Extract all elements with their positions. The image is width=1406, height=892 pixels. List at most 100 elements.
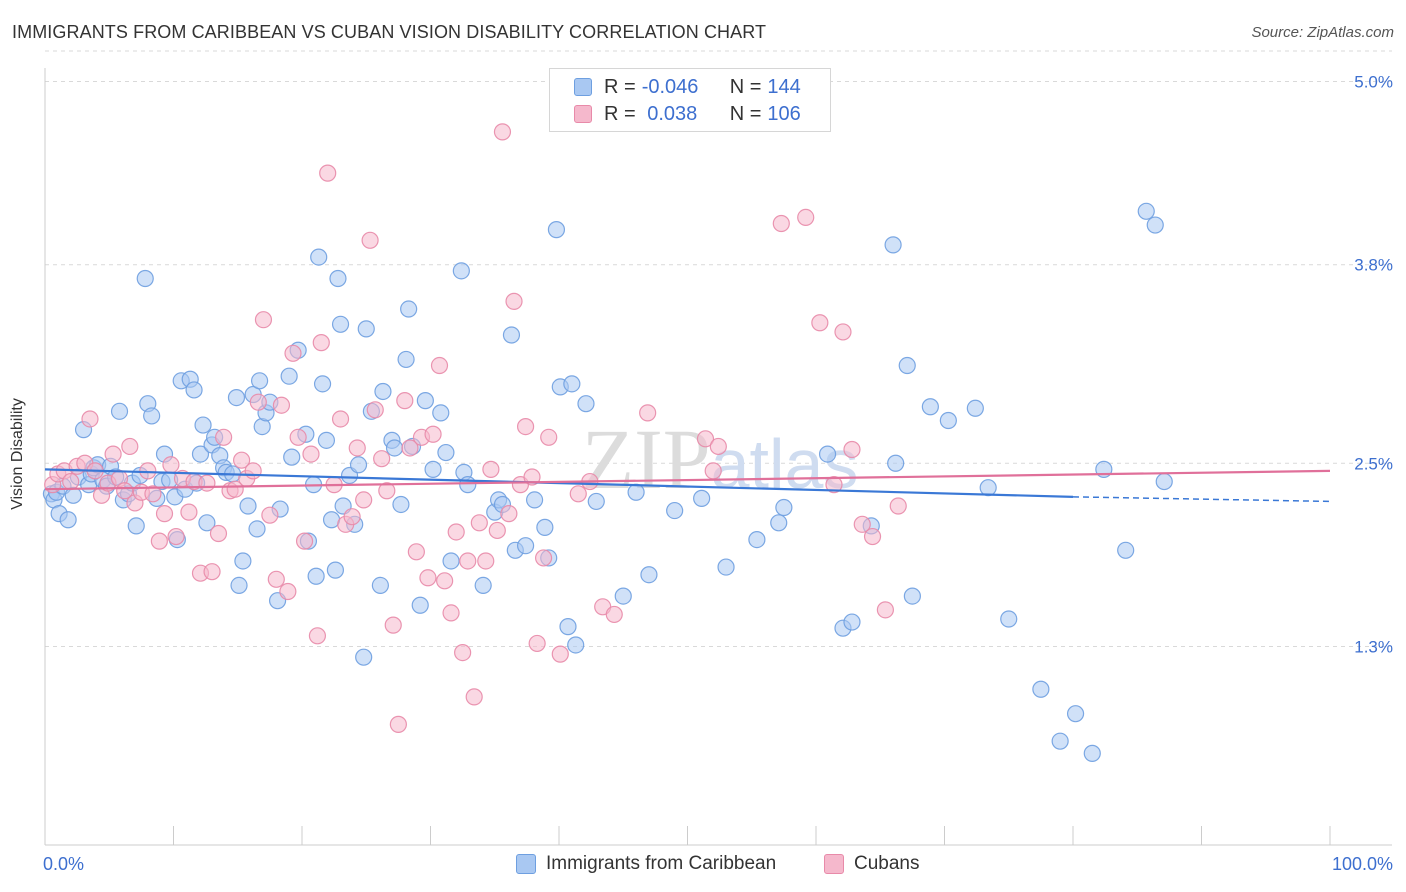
- cuban-point: [198, 474, 216, 492]
- caribbean-point: [614, 587, 632, 605]
- caribbean-point: [502, 326, 521, 344]
- cuban-point: [407, 543, 425, 561]
- cuban-point: [442, 604, 460, 622]
- cuban-point: [81, 410, 99, 428]
- bottom-legend-label-cubans: Cubans: [854, 853, 920, 874]
- cuban-point: [331, 410, 350, 428]
- cuban-point: [709, 437, 727, 456]
- caribbean-trend-extension: [1072, 496, 1331, 503]
- cuban-point: [302, 445, 320, 463]
- cuban-point: [267, 570, 285, 588]
- cuban-point: [772, 214, 790, 233]
- caribbean-point: [516, 537, 535, 555]
- cuban-point: [843, 440, 861, 459]
- cuban-point: [516, 418, 535, 436]
- cuban-point: [249, 393, 267, 411]
- cuban-point: [551, 645, 569, 663]
- bottom-legend-swatch-cubans: [824, 854, 844, 874]
- cuban-point: [209, 524, 228, 543]
- cuban-point: [863, 527, 882, 546]
- caribbean-point: [1032, 680, 1050, 698]
- cuban-point: [401, 439, 419, 457]
- caribbean-point: [307, 567, 325, 585]
- caribbean-point: [143, 407, 161, 425]
- caribbean-point: [1146, 216, 1164, 234]
- legend-n-value: 144: [767, 75, 801, 98]
- cuban-point: [419, 569, 437, 587]
- points-layer: [42, 77, 1173, 762]
- caribbean-point: [775, 498, 793, 517]
- caribbean-point: [234, 552, 252, 570]
- x-tick-label-max: 100.0%: [1332, 854, 1393, 874]
- cuban-point: [389, 715, 407, 733]
- cuban-point: [144, 485, 162, 503]
- cuban-point: [272, 396, 291, 414]
- cuban-point: [295, 532, 314, 550]
- legend-row-cubans: R = 0.038 N = 106: [550, 100, 801, 128]
- caribbean-point: [59, 511, 77, 529]
- cuban-point: [343, 508, 361, 526]
- cuban-point: [465, 688, 483, 706]
- caribbean-point: [194, 416, 212, 434]
- caribbean-point: [921, 398, 939, 416]
- caribbean-point: [349, 456, 368, 474]
- cuban-point: [459, 552, 477, 570]
- caribbean-point: [587, 492, 605, 511]
- cuban-point: [834, 323, 852, 341]
- bottom-legend-label-caribbean: Immigrants from Caribbean: [546, 853, 777, 874]
- cuban-point: [150, 532, 168, 550]
- caribbean-point: [563, 375, 581, 393]
- cuban-point: [226, 480, 244, 498]
- caribbean-point: [313, 375, 332, 393]
- caribbean-point: [191, 445, 210, 463]
- tick-label-layer: 1.3% 2.5% 3.8% 5.0% 0.0% 100.0%: [43, 73, 1393, 875]
- cuban-point: [155, 505, 174, 523]
- cuban-point: [876, 601, 894, 619]
- trend-layer: [44, 468, 1331, 503]
- cuban-point: [355, 491, 373, 509]
- axis-layer: [44, 68, 1392, 846]
- legend-r-label: R =: [604, 75, 636, 98]
- caribbean-point: [1117, 541, 1135, 559]
- cuban-point: [528, 634, 546, 653]
- caribbean-point: [400, 300, 418, 318]
- caribbean-point: [567, 636, 585, 654]
- cuban-point: [121, 437, 139, 456]
- caribbean-point: [887, 454, 905, 472]
- caribbean-point: [371, 576, 389, 595]
- caribbean-point: [627, 483, 645, 501]
- caribbean-point: [250, 372, 269, 390]
- legend-n-label: N =: [729, 75, 762, 98]
- cuban-point: [825, 476, 843, 494]
- cuban-point: [384, 616, 402, 634]
- caribbean-point: [979, 479, 997, 497]
- chart-source: Source: ZipAtlas.com: [1251, 24, 1394, 41]
- caribbean-point: [1137, 202, 1155, 220]
- caribbean-point: [326, 561, 345, 579]
- caribbean-point: [127, 517, 145, 535]
- cuban-point: [373, 450, 391, 468]
- cuban-point: [308, 627, 327, 645]
- cuban-point: [540, 428, 558, 446]
- caribbean-point: [230, 576, 248, 595]
- watermark: ZIPatlas: [582, 411, 859, 507]
- legend-r-value: 0.038: [641, 102, 698, 125]
- caribbean-point: [392, 495, 410, 514]
- caribbean-point: [357, 320, 375, 338]
- caribbean-point: [239, 497, 257, 515]
- cuban-point: [361, 231, 379, 249]
- legend-r-value: -0.046: [641, 75, 699, 98]
- legend-swatch-caribbean: [574, 78, 592, 96]
- y-tick-label: 1.3%: [1354, 637, 1393, 656]
- caribbean-point: [818, 445, 837, 463]
- cuban-point: [811, 314, 829, 332]
- caribbean-point: [283, 448, 301, 466]
- caribbean-point: [227, 388, 246, 407]
- cuban-point: [569, 485, 587, 503]
- caribbean-point: [374, 382, 392, 401]
- cuban-point: [279, 582, 297, 601]
- cuban-point: [162, 456, 180, 474]
- cuban-point: [244, 462, 262, 480]
- caribbean-point: [1155, 472, 1173, 491]
